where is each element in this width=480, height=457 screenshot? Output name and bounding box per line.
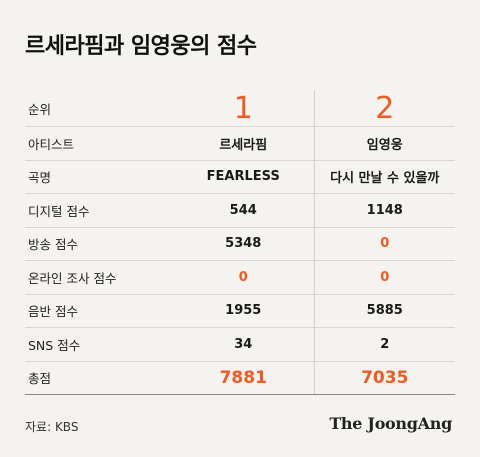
row-label: SNS 점수 xyxy=(28,337,81,353)
cell-1: 544 xyxy=(173,194,315,227)
total-2: 7035 xyxy=(361,367,409,388)
cell-2: 5885 xyxy=(366,303,403,319)
cell-2: 0 xyxy=(380,236,390,252)
cell-1: 1955 xyxy=(173,294,315,327)
total-2-cell: 7035 xyxy=(315,362,456,395)
table-row: SNS 점수 34 2 xyxy=(25,328,455,362)
cell-1: 34 xyxy=(173,328,315,361)
table-row: 아티스트 르세라핌 임영웅 xyxy=(25,127,455,161)
row-label: 총점 xyxy=(28,371,52,387)
rank-2: 2 xyxy=(375,90,395,126)
row-label: 방송 점수 xyxy=(28,237,78,253)
score-table: 순위 1 2 아티스트 르세라핌 임영웅 곡명 FEARLESS 다시 만날 수… xyxy=(25,90,455,395)
rank-2-cell: 2 xyxy=(315,90,456,126)
table-row: 디지털 점수 544 1148 xyxy=(25,194,455,228)
header-label: 순위 xyxy=(28,101,52,117)
source-note: 자료: KBS xyxy=(25,420,79,434)
row-label: 온라인 조사 점수 xyxy=(28,270,117,286)
total-1-cell: 7881 xyxy=(173,361,315,394)
chart-title: 르세라핌과 임영웅의 점수 xyxy=(25,34,257,59)
publisher-logo: The JoongAng xyxy=(329,414,452,433)
rank-1: 1 xyxy=(233,90,253,126)
cell-2: 임영웅 xyxy=(366,137,403,153)
table-header-row: 순위 1 2 xyxy=(25,90,455,127)
cell-1: 5348 xyxy=(173,227,315,260)
row-label: 음반 점수 xyxy=(28,304,78,320)
total-1: 7881 xyxy=(219,367,267,388)
total-row: 총점 7881 7035 xyxy=(25,361,456,395)
row-label: 곡명 xyxy=(28,170,52,186)
cell-2: 0 xyxy=(380,269,390,285)
cell-2: 1148 xyxy=(366,202,403,218)
table-row: 방송 점수 5348 0 xyxy=(25,227,455,261)
rank-1-cell: 1 xyxy=(173,90,315,126)
table-row: 곡명 FEARLESS 다시 만날 수 있을까 xyxy=(25,160,455,194)
cell-1: 르세라핌 xyxy=(173,127,315,160)
cell-1: FEARLESS xyxy=(173,160,315,193)
table-row: 온라인 조사 점수 0 0 xyxy=(25,261,455,295)
cell-2: 2 xyxy=(380,336,390,352)
table-row: 음반 점수 1955 5885 xyxy=(25,294,455,328)
row-label: 아티스트 xyxy=(28,136,75,152)
cell-1: 0 xyxy=(173,261,315,294)
row-label: 디지털 점수 xyxy=(28,203,90,219)
cell-2: 다시 만날 수 있을까 xyxy=(330,171,440,187)
